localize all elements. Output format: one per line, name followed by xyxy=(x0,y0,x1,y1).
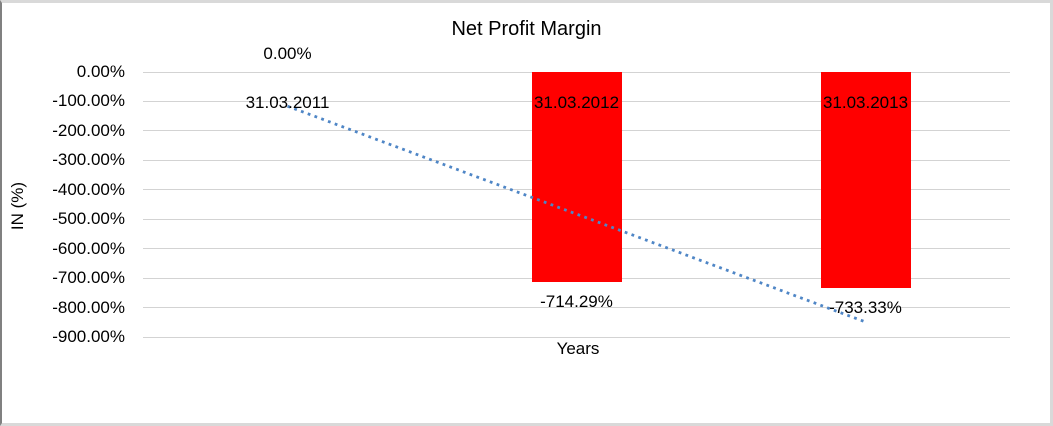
y-axis-tick-label: -100.00% xyxy=(52,91,125,111)
bar-31.03.2012 xyxy=(531,72,622,283)
bar-31.03.2013 xyxy=(820,72,911,288)
x-axis-category-label: 31.03.2011 xyxy=(245,93,330,112)
y-axis-tick-label: 0.00% xyxy=(76,62,125,81)
x-axis-title: Years xyxy=(556,339,600,358)
y-axis-tick-label: -400.00% xyxy=(52,179,125,199)
y-axis-tick-label: -700.00% xyxy=(52,268,125,288)
data-label: 0.00% xyxy=(263,44,312,63)
gridline xyxy=(143,336,1010,338)
y-axis-tick-label: -800.00% xyxy=(52,297,125,317)
data-label: -733.33% xyxy=(829,297,902,317)
x-axis-category-label: 31.03.2013 xyxy=(822,93,909,112)
gridline xyxy=(143,307,1010,309)
y-axis-title: IN (%) xyxy=(8,181,27,231)
chart-title: Net Profit Margin xyxy=(451,18,602,40)
y-axis-tick-label: -200.00% xyxy=(52,120,125,140)
trendline-path xyxy=(287,104,866,324)
data-label: -714.29% xyxy=(540,292,613,312)
y-axis-tick-label: -900.00% xyxy=(52,327,125,346)
y-axis-tick-label: -300.00% xyxy=(52,150,125,170)
y-axis-tick-label: -600.00% xyxy=(52,238,125,258)
x-axis-category-label: 31.03.2012 xyxy=(533,93,620,112)
y-axis-tick-label: -500.00% xyxy=(52,209,125,229)
